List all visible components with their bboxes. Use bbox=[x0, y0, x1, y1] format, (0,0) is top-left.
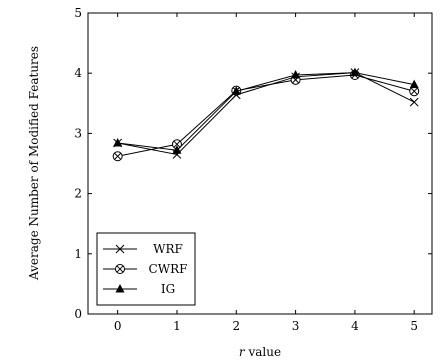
x-tick-label: 2 bbox=[232, 319, 240, 333]
point-wrf bbox=[409, 97, 419, 107]
point-ig bbox=[113, 138, 123, 147]
point-cwrf bbox=[112, 151, 123, 162]
point-ig bbox=[291, 70, 301, 79]
point-ig bbox=[231, 86, 241, 95]
x-tick-label: 0 bbox=[114, 319, 122, 333]
plot-frame bbox=[87, 12, 433, 315]
x-axis-label-variable: r bbox=[239, 345, 246, 359]
legend-label-cwrf: CWRF bbox=[149, 262, 188, 276]
point-ig bbox=[172, 145, 182, 154]
y-tick-label: 4 bbox=[74, 66, 82, 80]
legend-label-ig: IG bbox=[161, 282, 175, 296]
x-tick-label: 3 bbox=[292, 319, 300, 333]
x-axis-label: r value bbox=[239, 345, 281, 359]
legend-marker-wrf bbox=[115, 244, 125, 254]
x-tick-label: 1 bbox=[173, 319, 181, 333]
legend-label-wrf: WRF bbox=[153, 242, 183, 256]
point-ig bbox=[350, 67, 360, 77]
x-tick-label: 5 bbox=[410, 319, 418, 333]
x-tick-label: 4 bbox=[351, 319, 359, 333]
y-tick-label: 3 bbox=[74, 126, 82, 140]
point-ig bbox=[409, 79, 419, 89]
axis-ticks: 0 1 2 3 4 5 0 1 2 3 4 5 bbox=[74, 6, 432, 333]
legend-marker-cwrf bbox=[115, 264, 125, 274]
y-tick-label: 2 bbox=[74, 187, 82, 201]
y-tick-label: 5 bbox=[74, 6, 82, 20]
x-axis-label-text: value bbox=[245, 345, 281, 359]
series-line-ig bbox=[117, 72, 415, 151]
y-tick-label: 0 bbox=[74, 307, 82, 321]
legend: WRF CWRF IG bbox=[96, 232, 196, 306]
point-cwrf bbox=[171, 139, 182, 150]
y-tick-label: 1 bbox=[74, 247, 82, 261]
series-line-cwrf bbox=[117, 74, 415, 157]
legend-marker-ig bbox=[115, 284, 125, 293]
y-axis-label: Average Number of Modified Features bbox=[27, 46, 41, 281]
series-layer bbox=[112, 67, 420, 162]
